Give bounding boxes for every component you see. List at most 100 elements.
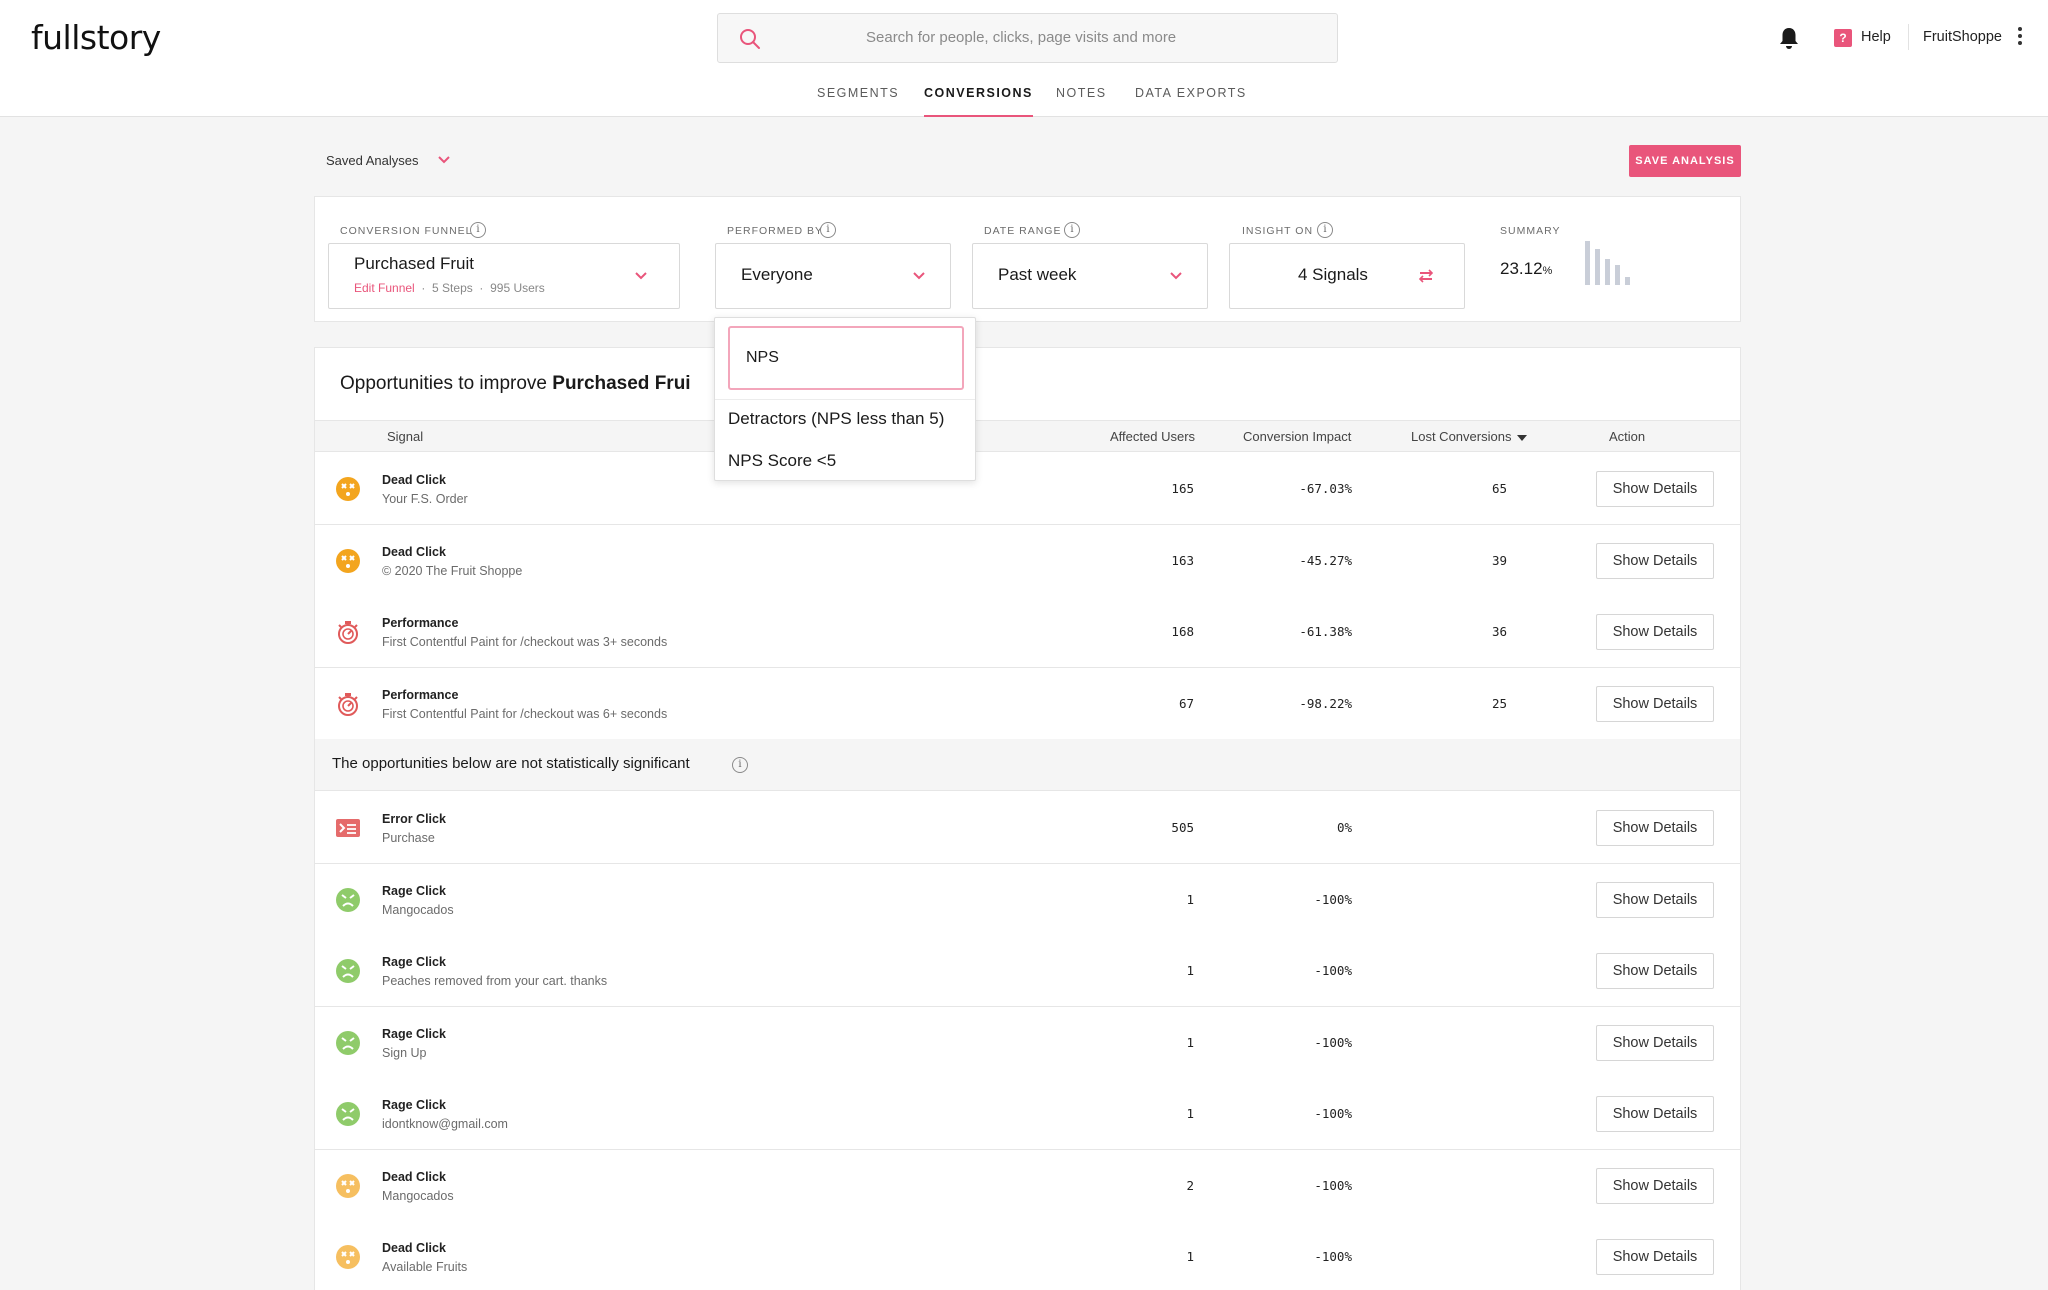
show-details-button[interactable]: Show Details bbox=[1596, 542, 1714, 579]
help-link[interactable]: Help bbox=[1861, 29, 1891, 45]
affected-users-value: 1 bbox=[1186, 1106, 1194, 1121]
summary-label: SUMMARY bbox=[1500, 225, 1561, 237]
affected-users-value: 168 bbox=[1171, 624, 1194, 639]
show-details-button[interactable]: Show Details bbox=[1596, 881, 1714, 918]
table-row[interactable]: Performance First Contentful Paint for /… bbox=[315, 667, 1740, 740]
affected-users-value: 1 bbox=[1186, 1034, 1194, 1050]
show-details-button[interactable]: Show Details bbox=[1596, 810, 1714, 846]
help-icon[interactable]: ? bbox=[1834, 29, 1852, 47]
tab-segments[interactable]: SEGMENTS bbox=[817, 86, 900, 100]
show-details-button[interactable]: Show Details bbox=[1596, 685, 1714, 722]
lost-conversions-value: 36 bbox=[1491, 624, 1507, 639]
search-icon bbox=[740, 29, 760, 49]
info-icon[interactable]: i bbox=[732, 757, 748, 773]
chevron-down-icon[interactable] bbox=[1168, 268, 1184, 284]
col-affected-users[interactable]: Affected Users bbox=[1110, 429, 1196, 444]
chevron-down-icon[interactable] bbox=[436, 152, 452, 168]
insight-on-select[interactable]: 4 Signals bbox=[1229, 243, 1465, 309]
conversion-impact-value: -100% bbox=[1314, 1034, 1352, 1050]
conversion-impact-value: -100% bbox=[1314, 1177, 1352, 1193]
summary-bars-icon bbox=[1585, 241, 1630, 285]
rage-click-icon bbox=[335, 1101, 361, 1127]
opportunities-title: Opportunities to improve Purchased Frui bbox=[340, 373, 691, 394]
signal-type: Error Click bbox=[382, 812, 446, 826]
date-range-value: Past week bbox=[998, 265, 1077, 284]
info-icon[interactable]: i bbox=[470, 222, 486, 238]
signal-type: Rage Click bbox=[382, 1098, 446, 1112]
dropdown-option[interactable]: Detractors (NPS less than 5) bbox=[728, 409, 945, 428]
table-header: Signal Affected Users Conversion Impact … bbox=[315, 420, 1740, 452]
col-conversion-impact[interactable]: Conversion Impact bbox=[1243, 429, 1352, 444]
table-row[interactable]: Dead Click Your F.S. Order 165 -67.03% 6… bbox=[315, 453, 1740, 525]
conversion-impact-value: 0% bbox=[1336, 820, 1352, 835]
account-name[interactable]: FruitShoppe bbox=[1923, 29, 2002, 45]
performance-icon bbox=[335, 691, 361, 717]
table-row[interactable]: Dead Click Mangocados 2 -100% Show Detai… bbox=[315, 1149, 1740, 1222]
performance-icon bbox=[335, 619, 361, 645]
not-significant-banner: The opportunities below are not statisti… bbox=[315, 739, 1740, 791]
dead-click-icon bbox=[335, 1173, 361, 1199]
rage-click-icon bbox=[335, 958, 361, 984]
saved-analyses-dropdown[interactable]: Saved Analyses bbox=[326, 153, 419, 168]
search-placeholder[interactable]: Search for people, clicks, page visits a… bbox=[866, 29, 1177, 46]
table-row[interactable]: Dead Click Available Fruits 1 -100% Show… bbox=[315, 1221, 1740, 1290]
tab-data-exports[interactable]: DATA EXPORTS bbox=[1135, 86, 1247, 100]
info-icon[interactable]: i bbox=[1064, 222, 1080, 238]
show-details-button[interactable]: Show Details bbox=[1596, 1024, 1714, 1061]
info-icon[interactable]: i bbox=[820, 222, 836, 238]
tab-notes[interactable]: NOTES bbox=[1056, 86, 1107, 100]
table-row[interactable]: Rage Click Mangocados 1 -100% Show Detai… bbox=[315, 863, 1740, 936]
table-row[interactable]: Rage Click idontknow@gmail.com 1 -100% S… bbox=[315, 1078, 1740, 1150]
segment-search-input[interactable] bbox=[728, 326, 964, 390]
sort-desc-icon[interactable] bbox=[1517, 434, 1528, 441]
opportunities-card: Opportunities to improve Purchased Frui … bbox=[314, 347, 1741, 1290]
save-analysis-button[interactable]: SAVE ANALYSIS bbox=[1629, 145, 1741, 177]
show-details-button[interactable]: Show Details bbox=[1596, 1239, 1714, 1275]
show-details-button[interactable]: Show Details bbox=[1596, 471, 1714, 507]
notifications-bell-icon[interactable] bbox=[1778, 26, 1800, 50]
show-details-button[interactable]: Show Details bbox=[1596, 614, 1714, 650]
table-row[interactable]: Rage Click Peaches removed from your car… bbox=[315, 935, 1740, 1007]
edit-funnel-link[interactable]: Edit Funnel bbox=[354, 281, 415, 295]
conversion-impact-value: -100% bbox=[1314, 1106, 1352, 1121]
error-click-icon bbox=[335, 815, 361, 841]
show-details-button[interactable]: Show Details bbox=[1596, 1096, 1714, 1132]
insight-on-label: INSIGHT ON bbox=[1242, 225, 1314, 237]
dropdown-divider bbox=[715, 399, 975, 400]
table-row[interactable]: Error Click Purchase 505 0% Show Details bbox=[315, 792, 1740, 864]
affected-users-value: 165 bbox=[1171, 481, 1194, 496]
conversion-funnel-select[interactable]: Purchased Fruit Edit Funnel · 5 Steps · … bbox=[328, 243, 680, 309]
signal-detail: First Contentful Paint for /checkout was… bbox=[382, 706, 668, 721]
table-row[interactable]: Dead Click © 2020 The Fruit Shoppe 163 -… bbox=[315, 524, 1740, 597]
performed-by-select[interactable]: Everyone bbox=[715, 243, 951, 309]
chevron-down-icon[interactable] bbox=[911, 268, 927, 284]
summary-value: 23.12% bbox=[1500, 259, 1553, 278]
conversion-impact-value: -61.38% bbox=[1299, 624, 1352, 639]
signal-type: Rage Click bbox=[382, 883, 446, 898]
signal-detail: Your F.S. Order bbox=[382, 492, 468, 506]
chevron-down-icon[interactable] bbox=[633, 268, 649, 284]
conversion-impact-value: -100% bbox=[1314, 1249, 1352, 1264]
signal-detail: First Contentful Paint for /checkout was… bbox=[382, 635, 668, 649]
show-details-button[interactable]: Show Details bbox=[1596, 1167, 1714, 1204]
signal-detail: idontknow@gmail.com bbox=[382, 1117, 508, 1131]
signal-type: Performance bbox=[382, 616, 459, 630]
swap-arrows-icon[interactable] bbox=[1418, 269, 1434, 283]
tab-conversions[interactable]: CONVERSIONS bbox=[924, 86, 1033, 117]
conversion-funnel-label: CONVERSION FUNNEL bbox=[340, 225, 473, 237]
insight-on-value: 4 Signals bbox=[1298, 265, 1368, 284]
header-divider bbox=[1908, 24, 1909, 50]
logo[interactable]: fullstory bbox=[31, 18, 161, 57]
col-action: Action bbox=[1609, 429, 1646, 444]
table-row[interactable]: Rage Click Sign Up 1 -100% Show Details bbox=[315, 1006, 1740, 1079]
conversion-impact-value: -45.27% bbox=[1299, 552, 1352, 568]
date-range-select[interactable]: Past week bbox=[972, 243, 1208, 309]
show-details-button[interactable]: Show Details bbox=[1596, 953, 1714, 989]
dropdown-option[interactable]: NPS Score <5 bbox=[728, 451, 837, 470]
search-bar[interactable]: Search for people, clicks, page visits a… bbox=[717, 13, 1338, 63]
more-menu-icon[interactable] bbox=[2017, 27, 2023, 47]
col-lost-conversions[interactable]: Lost Conversions bbox=[1411, 429, 1528, 444]
table-row[interactable]: Performance First Contentful Paint for /… bbox=[315, 596, 1740, 668]
info-icon[interactable]: i bbox=[1317, 222, 1333, 238]
filter-card: CONVERSION FUNNEL i Purchased Fruit Edit… bbox=[314, 196, 1741, 322]
